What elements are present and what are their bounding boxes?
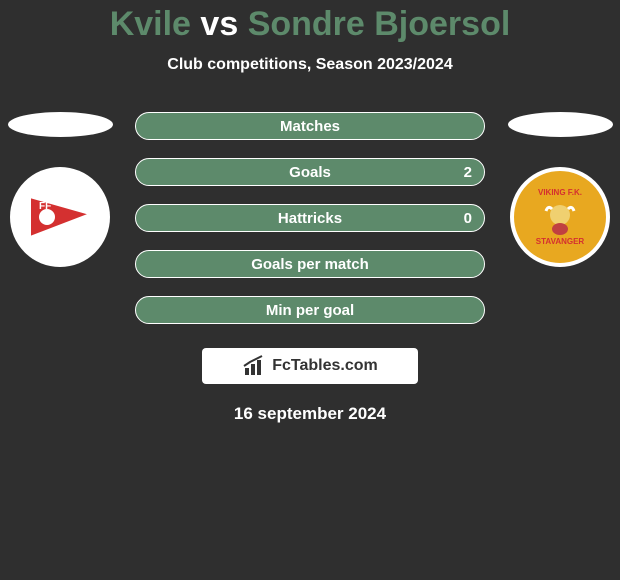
footer-date: 16 september 2024 (0, 404, 620, 424)
stat-label: Min per goal (266, 302, 354, 319)
badge-text-top: VIKING F.K. (538, 188, 582, 197)
stat-right-value: 0 (464, 210, 472, 227)
player-left-name-placeholder (8, 112, 113, 137)
stat-row-min-per-goal: Min per goal (135, 296, 485, 324)
stat-row-goals: Goals 2 (135, 158, 485, 186)
player-right-name-placeholder (508, 112, 613, 137)
brand-badge[interactable]: FcTables.com (202, 348, 418, 384)
stat-right-value: 2 (464, 164, 472, 181)
stat-row-goals-per-match: Goals per match (135, 250, 485, 278)
chart-icon (242, 354, 266, 378)
stat-label: Goals per match (251, 256, 369, 273)
player-left-club-badge: FF (10, 167, 110, 267)
stat-row-matches: Matches (135, 112, 485, 140)
stat-label: Matches (280, 118, 340, 135)
title-vs: vs (191, 5, 248, 43)
player-right-club-badge: VIKING F.K. STAVANGER (510, 167, 610, 267)
badge-text-bottom: STAVANGER (536, 237, 584, 246)
brand-label: FcTables.com (272, 357, 378, 375)
title-player1: Kvile (110, 5, 191, 43)
stat-label: Goals (289, 164, 331, 181)
stat-label: Hattricks (278, 210, 342, 227)
stat-row-hattricks: Hattricks 0 (135, 204, 485, 232)
svg-text:FF: FF (39, 201, 51, 212)
comparison-panel: FF Matches Goals 2 Hattricks 0 (0, 112, 620, 324)
pennant-icon: FF (25, 192, 95, 242)
player-left-column: FF (0, 112, 120, 267)
viking-badge-icon: VIKING F.K. STAVANGER (520, 177, 600, 257)
stats-column: Matches Goals 2 Hattricks 0 Goals per ma… (135, 112, 485, 324)
viking-icon (540, 197, 580, 237)
page-title: Kvile vs Sondre Bjoersol (0, 5, 620, 44)
title-player2: Sondre Bjoersol (248, 5, 511, 43)
player-right-column: VIKING F.K. STAVANGER (500, 112, 620, 267)
subtitle: Club competitions, Season 2023/2024 (0, 56, 620, 74)
